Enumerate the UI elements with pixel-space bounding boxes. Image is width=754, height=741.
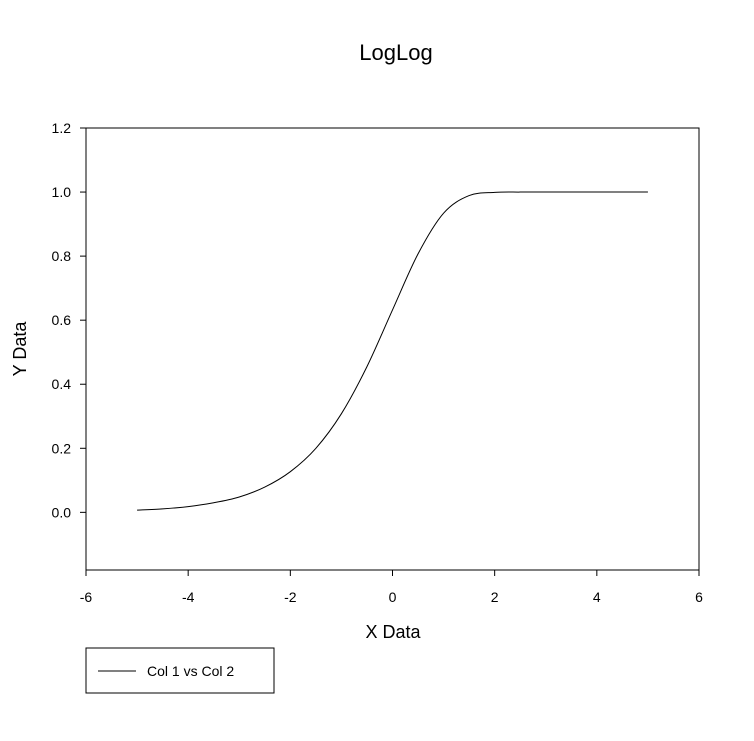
chart-title: LogLog	[359, 40, 432, 65]
x-axis: -6 -4 -2 0 2 4 6	[80, 570, 703, 605]
plot-frame	[85, 127, 700, 571]
y-axis-label: Y Data	[10, 321, 30, 377]
y-axis: 0.0 0.2 0.4 0.6 0.8 1.0 1.2	[52, 120, 86, 520]
x-tick-label: 6	[695, 589, 703, 605]
y-tick-label: 0.0	[52, 504, 72, 520]
x-axis-label: X Data	[365, 622, 421, 642]
y-tick-label: 1.2	[52, 120, 72, 136]
y-tick-label: 0.8	[52, 248, 72, 264]
y-tick-label: 0.4	[52, 376, 72, 392]
x-tick-label: 0	[389, 589, 397, 605]
x-tick-label: -2	[284, 589, 297, 605]
legend: Col 1 vs Col 2	[85, 647, 275, 694]
x-tick-label: 2	[491, 589, 499, 605]
y-tick-label: 0.2	[52, 440, 72, 456]
y-tick-label: 1.0	[52, 184, 72, 200]
series-line	[137, 191, 648, 511]
y-tick-label: 0.6	[52, 312, 72, 328]
x-tick-label: 4	[593, 589, 601, 605]
x-tick-label: -6	[80, 589, 93, 605]
x-tick-label: -4	[182, 589, 195, 605]
legend-label: Col 1 vs Col 2	[147, 663, 234, 679]
